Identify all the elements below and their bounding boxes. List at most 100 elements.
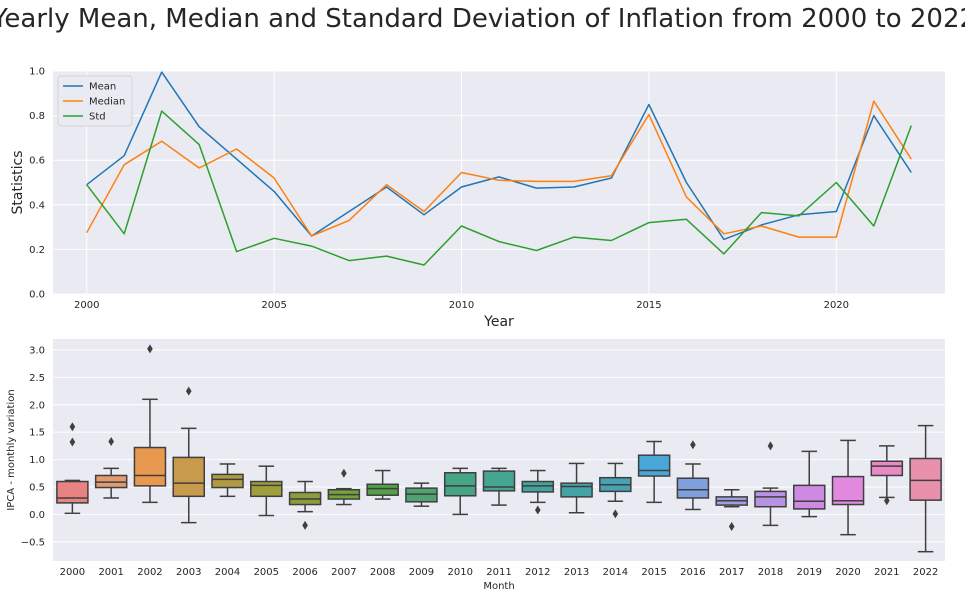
box-plot-x-tick-label: 2006 bbox=[292, 567, 317, 578]
box-plot-x-tick-label: 2011 bbox=[486, 567, 511, 578]
box-outlier bbox=[69, 422, 76, 432]
box-iqr bbox=[560, 482, 593, 498]
box-2000 bbox=[56, 422, 89, 515]
line-chart-x-tick-label: 2020 bbox=[824, 300, 849, 311]
box-2015 bbox=[637, 440, 671, 504]
box-plot-x-tick-label: 2022 bbox=[913, 567, 938, 578]
box-2016 bbox=[676, 440, 710, 511]
legend-frame bbox=[57, 75, 133, 127]
line-chart-y-tick-label: 0.0 bbox=[29, 290, 45, 301]
box-plot-x-tick-label: 2009 bbox=[409, 567, 434, 578]
box-2014 bbox=[599, 462, 632, 519]
box-2005 bbox=[250, 465, 283, 517]
box-iqr bbox=[676, 477, 710, 499]
box-iqr bbox=[482, 470, 516, 492]
line-chart-y-tick-label: 0.4 bbox=[29, 200, 45, 211]
box-plot-x-tick-label: 2021 bbox=[874, 567, 899, 578]
box-plot-y-tick-label: 2.5 bbox=[29, 373, 45, 384]
legend-label-mean: Mean bbox=[89, 82, 116, 93]
box-iqr bbox=[443, 471, 477, 497]
box-plot-x-tick-label: 2002 bbox=[137, 567, 162, 578]
box-outlier bbox=[612, 509, 619, 519]
box-2017 bbox=[715, 488, 748, 531]
box-2008 bbox=[366, 469, 399, 500]
box-2010 bbox=[443, 467, 477, 516]
box-plot-x-tick-label: 2014 bbox=[603, 567, 628, 578]
box-2007 bbox=[327, 468, 361, 506]
line-chart: 2000 2005 2010 2015 2020 0.00.20.40.60.81.0 … bbox=[10, 67, 945, 330]
box-iqr bbox=[792, 484, 826, 510]
box-plot-y-tick-label: −0.5 bbox=[21, 537, 45, 548]
box-outlier bbox=[690, 440, 696, 450]
box-plot-x-tick-label: 2005 bbox=[254, 567, 279, 578]
box-iqr bbox=[521, 480, 555, 493]
line-chart-x-axis-label: Year bbox=[483, 314, 514, 330]
box-plot-plot-area bbox=[53, 339, 945, 561]
box-outlier bbox=[69, 437, 76, 447]
box-outlier bbox=[147, 344, 153, 354]
box-plot-boxes bbox=[56, 344, 942, 553]
box-plot-x-tick-label: 2013 bbox=[564, 567, 589, 578]
box-plot: 2000 2001 2002 2003 2004 2005 2006 2007 2008 2009… bbox=[6, 339, 945, 592]
box-2001 bbox=[94, 437, 128, 499]
box-outlier bbox=[728, 521, 735, 531]
line-chart-y-axis-label: Statistics bbox=[10, 151, 26, 215]
line-chart-x-tick-label: 2015 bbox=[636, 300, 661, 311]
box-plot-y-tick-label: 0.0 bbox=[29, 510, 45, 521]
box-plot-x-tick-label: 2020 bbox=[835, 567, 860, 578]
legend-label-std: Std bbox=[89, 112, 106, 123]
legend-label-median: Median bbox=[89, 97, 125, 108]
box-iqr bbox=[133, 446, 167, 487]
box-plot-y-tick-label: 1.0 bbox=[29, 455, 45, 466]
line-chart-series bbox=[86, 71, 913, 266]
box-plot-x-tick-label: 2004 bbox=[215, 567, 240, 578]
box-2020 bbox=[831, 439, 865, 536]
line-chart-x-tick-label: 2000 bbox=[74, 300, 99, 311]
box-plot-x-tick-label: 2010 bbox=[447, 567, 472, 578]
line-chart-legend: Mean Median Std bbox=[57, 75, 133, 127]
box-plot-x-tick-label: 2015 bbox=[641, 567, 666, 578]
box-2019 bbox=[792, 450, 826, 518]
box-iqr bbox=[870, 460, 904, 477]
box-plot-x-tick-label: 2003 bbox=[176, 567, 201, 578]
box-2003 bbox=[172, 386, 206, 524]
box-plot-x-tick-label: 2017 bbox=[719, 567, 744, 578]
box-plot-x-tick-label: 2001 bbox=[98, 567, 123, 578]
box-2011 bbox=[482, 467, 516, 506]
box-iqr bbox=[909, 457, 942, 501]
box-plot-y-axis-label: IPCA - monthly variation bbox=[6, 389, 17, 510]
box-iqr bbox=[754, 490, 787, 508]
line-chart-y-ticks: 0.0 0.2 0.4 0.6 0.8 1.0 bbox=[29, 67, 45, 301]
box-2018 bbox=[754, 441, 787, 527]
box-2012 bbox=[521, 469, 555, 515]
box-plot-y-tick-label: 3.0 bbox=[29, 345, 45, 356]
line-chart-y-tick-label: 0.8 bbox=[29, 111, 45, 122]
line-chart-y-tick-label: 0.6 bbox=[29, 156, 45, 167]
box-plot-x-tick-label: 2019 bbox=[797, 567, 822, 578]
series-line-median bbox=[86, 100, 912, 238]
box-plot-y-tick-label: 0.5 bbox=[29, 483, 45, 494]
box-outlier bbox=[884, 496, 890, 506]
box-2006 bbox=[288, 480, 322, 530]
box-2021 bbox=[870, 445, 904, 506]
box-outlier bbox=[767, 441, 774, 451]
box-2004 bbox=[211, 463, 244, 498]
box-iqr bbox=[211, 473, 244, 489]
series-line-mean bbox=[86, 71, 912, 241]
box-plot-x-tick-label: 2012 bbox=[525, 567, 550, 578]
box-outlier bbox=[185, 386, 192, 396]
box-iqr bbox=[172, 456, 206, 498]
box-plot-x-tick-label: 2000 bbox=[60, 567, 85, 578]
box-iqr bbox=[637, 454, 671, 477]
line-chart-y-tick-label: 0.2 bbox=[29, 245, 45, 256]
box-2022 bbox=[909, 424, 942, 553]
box-iqr bbox=[56, 480, 89, 504]
box-iqr bbox=[405, 487, 438, 503]
box-plot-x-tick-label: 2016 bbox=[680, 567, 705, 578]
box-outlier bbox=[108, 437, 114, 447]
line-chart-plot-area bbox=[53, 71, 945, 294]
box-iqr bbox=[250, 480, 283, 498]
box-plot-y-tick-label: 1.5 bbox=[29, 428, 45, 439]
